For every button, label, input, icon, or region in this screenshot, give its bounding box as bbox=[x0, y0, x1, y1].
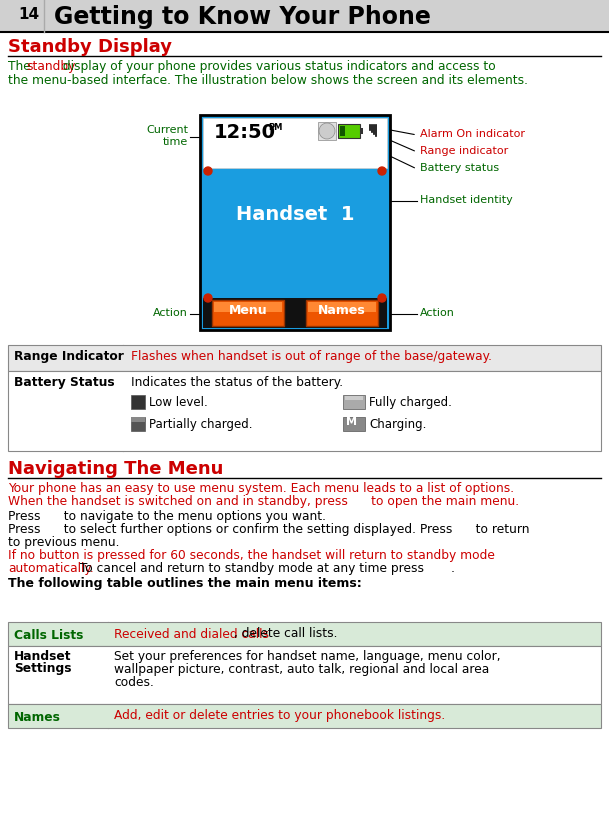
Text: Handset identity: Handset identity bbox=[420, 195, 513, 205]
Text: The following table outlines the main menu items:: The following table outlines the main me… bbox=[8, 577, 362, 590]
Text: Settings: Settings bbox=[14, 662, 71, 675]
Text: display of your phone provides various status indicators and access to: display of your phone provides various s… bbox=[58, 60, 495, 73]
Bar bbox=[340, 126, 345, 136]
Text: Handset  1: Handset 1 bbox=[236, 204, 354, 224]
Bar bbox=[131, 417, 145, 422]
Text: standby: standby bbox=[26, 60, 76, 73]
Bar bbox=[8, 345, 601, 371]
Text: Press      to select further options or confirm the setting displayed. Press    : Press to select further options or confi… bbox=[8, 523, 529, 536]
Text: Current
time: Current time bbox=[146, 125, 188, 146]
Bar bbox=[308, 302, 376, 312]
Text: Set your preferences for handset name, language, menu color,: Set your preferences for handset name, l… bbox=[114, 650, 501, 663]
Circle shape bbox=[204, 167, 212, 175]
Circle shape bbox=[378, 294, 386, 302]
Text: Range indicator: Range indicator bbox=[420, 146, 509, 156]
Text: 12:50: 12:50 bbox=[214, 123, 276, 142]
Text: Battery status: Battery status bbox=[420, 163, 499, 173]
Text: Standby Display: Standby Display bbox=[8, 38, 172, 56]
Text: Charging.: Charging. bbox=[369, 418, 426, 431]
Text: Alarm On indicator: Alarm On indicator bbox=[420, 129, 525, 139]
Circle shape bbox=[378, 167, 386, 175]
Text: , delete call lists.: , delete call lists. bbox=[234, 627, 338, 641]
Text: Navigating The Menu: Navigating The Menu bbox=[8, 460, 224, 478]
Bar bbox=[343, 395, 365, 409]
Text: Low level.: Low level. bbox=[149, 396, 208, 409]
Bar bbox=[8, 371, 601, 451]
Text: Range Indicator: Range Indicator bbox=[14, 350, 124, 363]
Text: Handset: Handset bbox=[14, 650, 71, 663]
Text: to previous menu.: to previous menu. bbox=[8, 536, 119, 549]
Text: codes.: codes. bbox=[114, 676, 154, 689]
Text: Menu: Menu bbox=[229, 304, 267, 317]
Text: the menu-based interface. The illustration below shows the screen and its elemen: the menu-based interface. The illustrati… bbox=[8, 74, 528, 87]
Text: Getting to Know Your Phone: Getting to Know Your Phone bbox=[54, 5, 431, 29]
Text: Action: Action bbox=[420, 308, 455, 318]
Circle shape bbox=[204, 294, 212, 302]
Text: If no button is pressed for 60 seconds, the handset will return to standby mode: If no button is pressed for 60 seconds, … bbox=[8, 549, 495, 562]
Text: Received and dialed calls: Received and dialed calls bbox=[114, 627, 269, 641]
Bar bbox=[212, 300, 284, 326]
Text: Battery Status: Battery Status bbox=[14, 376, 114, 389]
Text: Action: Action bbox=[153, 308, 188, 318]
Circle shape bbox=[319, 123, 335, 139]
Bar bbox=[8, 704, 601, 728]
Bar bbox=[200, 115, 390, 330]
Text: Partially charged.: Partially charged. bbox=[149, 418, 253, 431]
Text: Names: Names bbox=[318, 304, 366, 317]
Text: Names: Names bbox=[14, 711, 61, 724]
Bar bbox=[318, 122, 336, 140]
Bar bbox=[306, 300, 378, 326]
Bar bbox=[131, 417, 145, 431]
Bar bbox=[8, 646, 601, 704]
Bar bbox=[360, 128, 363, 134]
Text: To cancel and return to standby mode at any time press       .: To cancel and return to standby mode at … bbox=[76, 562, 455, 575]
Text: automatically.: automatically. bbox=[8, 562, 94, 575]
Bar bbox=[338, 124, 360, 138]
Text: PM: PM bbox=[268, 123, 283, 132]
Bar bbox=[0, 0, 609, 32]
Text: M: M bbox=[346, 417, 357, 427]
Bar bbox=[345, 396, 363, 400]
Text: Fully charged.: Fully charged. bbox=[369, 396, 452, 409]
Text: Your phone has an easy to use menu system. Each menu leads to a list of options.: Your phone has an easy to use menu syste… bbox=[8, 482, 514, 495]
Text: 14: 14 bbox=[18, 7, 39, 22]
Text: Flashes when handset is out of range of the base/gateway.: Flashes when handset is out of range of … bbox=[131, 350, 492, 363]
Bar bbox=[8, 622, 601, 646]
Text: wallpaper picture, contrast, auto talk, regional and local area: wallpaper picture, contrast, auto talk, … bbox=[114, 663, 489, 676]
Bar bbox=[214, 302, 282, 312]
Bar bbox=[203, 118, 387, 168]
Bar bbox=[343, 417, 365, 431]
Text: Add, edit or delete entries to your phonebook listings.: Add, edit or delete entries to your phon… bbox=[114, 710, 445, 722]
Bar bbox=[131, 395, 145, 409]
Text: When the handset is switched on and in standby, press      to open the main menu: When the handset is switched on and in s… bbox=[8, 495, 519, 508]
Text: Calls Lists: Calls Lists bbox=[14, 629, 83, 642]
Bar bbox=[203, 298, 387, 328]
Text: Indicates the status of the battery.: Indicates the status of the battery. bbox=[131, 376, 343, 389]
Text: Press      to navigate to the menu options you want.: Press to navigate to the menu options yo… bbox=[8, 510, 326, 523]
Text: The: The bbox=[8, 60, 35, 73]
